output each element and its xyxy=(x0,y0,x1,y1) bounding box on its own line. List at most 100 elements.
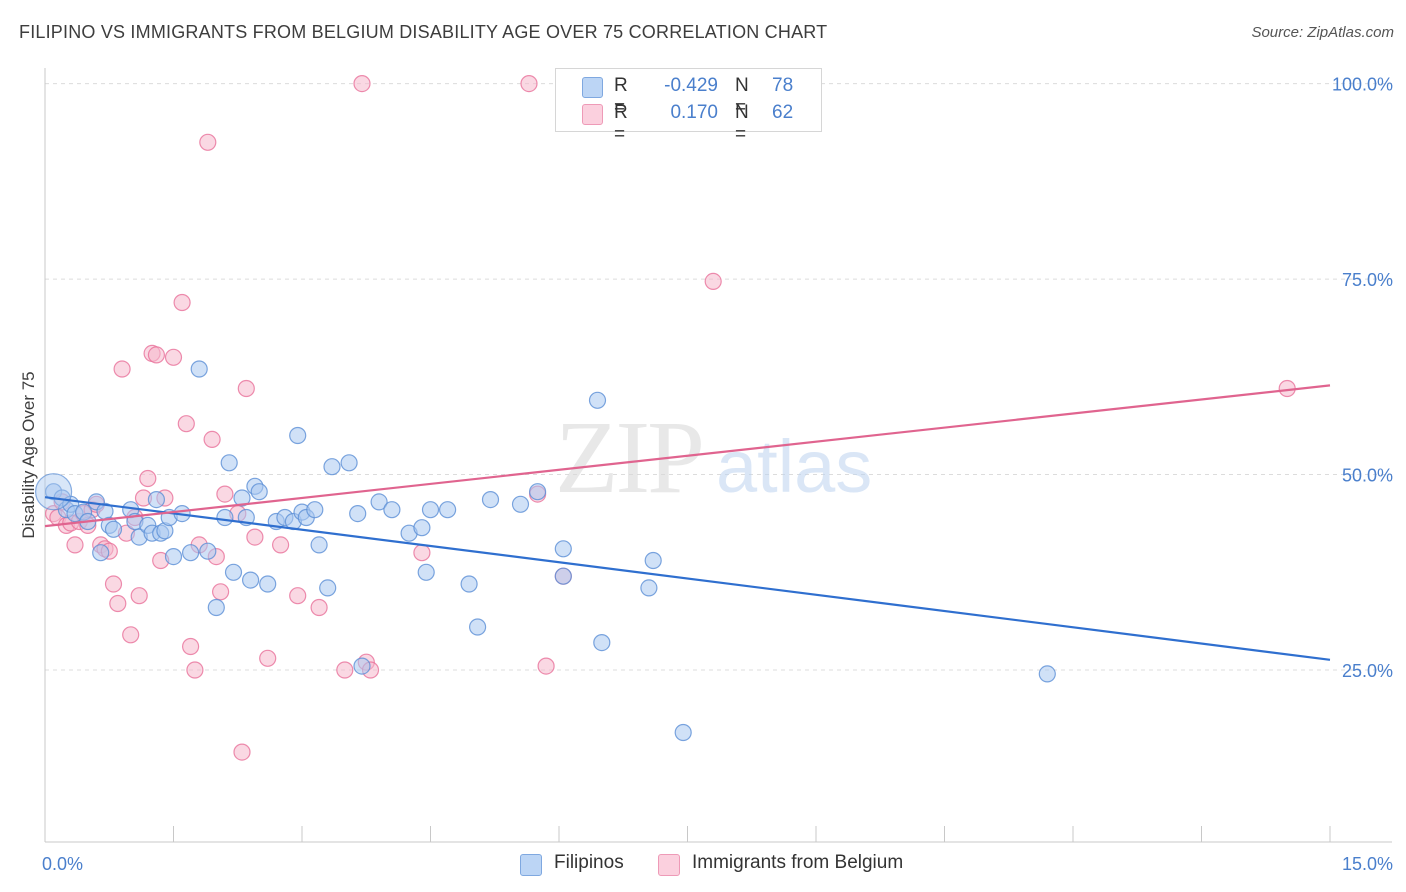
belgium-point xyxy=(182,637,200,656)
legend-r-label: R = xyxy=(614,102,628,145)
filipino-point xyxy=(164,547,183,566)
y-tick-label: 50.0% xyxy=(1342,466,1393,486)
legend-n-value: 62 xyxy=(772,102,794,123)
filipino-point xyxy=(644,551,662,570)
filipino-point xyxy=(1038,665,1056,683)
correlation-legend: R = -0.429 N = 78 R = 0.170 N = 62 xyxy=(555,68,822,145)
filipino-point xyxy=(216,508,234,527)
belgium-trend-line xyxy=(44,384,1331,528)
filipino-point xyxy=(413,519,431,537)
belgium-point xyxy=(147,346,165,364)
belgium-point xyxy=(199,133,217,151)
legend-label: Immigrants from Belgium xyxy=(692,852,904,873)
source-label: Source: ZipAtlas.com xyxy=(1251,24,1394,41)
filipino-point xyxy=(554,567,572,585)
legend-swatch-pink xyxy=(582,104,603,125)
filipino-point xyxy=(674,723,692,742)
watermark: ZIP atlas xyxy=(555,400,872,515)
filipino-point xyxy=(259,575,277,593)
trendlines xyxy=(44,384,1331,661)
belgium-point xyxy=(272,536,290,554)
belgium-point xyxy=(104,575,123,593)
belgium-point xyxy=(216,485,234,503)
legend-n-value: 78 xyxy=(772,75,794,96)
legend-swatch-pink xyxy=(658,854,680,876)
belgium-point xyxy=(109,594,127,613)
x-tick-label: 0.0% xyxy=(42,854,83,874)
belgium-point xyxy=(130,587,148,605)
filipino-point xyxy=(511,495,530,513)
filipino-point xyxy=(310,536,328,554)
tick-labels: 25.0% 50.0% 75.0% 100.0% 0.0% 15.0% xyxy=(42,75,1393,874)
filipino-point xyxy=(640,579,658,597)
legend-swatch-blue xyxy=(520,854,542,876)
filipino-point xyxy=(421,501,440,519)
legend-r-value: -0.429 xyxy=(664,75,718,96)
belgium-point xyxy=(289,587,307,605)
belgium-point xyxy=(122,626,140,644)
filipino-point xyxy=(319,579,337,597)
belgium-point xyxy=(246,528,264,546)
legend-n-label: N = xyxy=(735,75,749,118)
filipino-point xyxy=(182,544,200,562)
filipino-point xyxy=(190,360,208,378)
legend-swatch-blue xyxy=(582,77,603,98)
filipino-point xyxy=(593,633,611,652)
belgium-point xyxy=(164,348,183,366)
belgium-point xyxy=(212,583,230,601)
filipino-point xyxy=(250,483,268,501)
filipino-point xyxy=(528,483,547,501)
x-tick-label: 15.0% xyxy=(1342,854,1393,874)
belgium-point xyxy=(353,74,371,93)
filipino-point xyxy=(224,563,243,581)
belgium-point xyxy=(203,430,221,448)
belgium-point xyxy=(413,544,431,562)
belgium-point xyxy=(310,598,328,617)
filipino-point xyxy=(340,454,358,472)
filipino-point xyxy=(383,501,401,519)
y-tick-label: 100.0% xyxy=(1332,75,1393,95)
filipino-point xyxy=(233,489,251,507)
filipino-point xyxy=(199,542,217,560)
legend-r-label: R = xyxy=(614,75,628,118)
filipino-point xyxy=(306,501,324,519)
belgium-point xyxy=(704,272,722,290)
filipino-point xyxy=(147,491,165,509)
belgium-point xyxy=(113,360,131,378)
legend-r-value: 0.170 xyxy=(670,102,718,123)
filipino-point xyxy=(242,571,260,589)
filipino-point xyxy=(92,544,110,562)
legend-label: Filipinos xyxy=(554,852,624,873)
y-axis-label: Disability Age Over 75 xyxy=(19,371,38,538)
filipino-point xyxy=(588,391,607,409)
filipino-point xyxy=(481,491,500,509)
y-tick-label: 25.0% xyxy=(1342,661,1393,681)
filipino-point xyxy=(370,493,388,511)
filipino-point xyxy=(439,501,457,519)
filipino-point xyxy=(460,575,478,593)
belgium-point xyxy=(336,661,354,679)
belgium-point xyxy=(177,415,195,433)
filipino-point xyxy=(417,563,435,581)
filipino-cluster-point xyxy=(34,473,73,511)
belgium-point xyxy=(173,293,191,312)
belgium-point xyxy=(237,379,255,398)
filipino-point xyxy=(207,598,225,617)
belgium-point xyxy=(520,74,538,93)
filipino-trend-line xyxy=(44,496,1331,661)
legend-n-label: N = xyxy=(735,102,749,145)
filipino-point xyxy=(554,540,572,558)
series-immigrants-from-belgium xyxy=(44,74,1296,761)
axes xyxy=(44,68,1392,843)
filipino-point xyxy=(469,618,487,636)
belgium-point xyxy=(259,649,277,667)
belgium-point xyxy=(186,661,204,679)
belgium-point xyxy=(139,469,157,488)
belgium-point xyxy=(537,657,555,675)
filipino-point xyxy=(323,458,341,476)
filipino-point xyxy=(104,520,123,538)
filipino-point xyxy=(353,657,371,675)
filipino-point xyxy=(289,426,307,445)
filipino-point xyxy=(349,504,367,523)
